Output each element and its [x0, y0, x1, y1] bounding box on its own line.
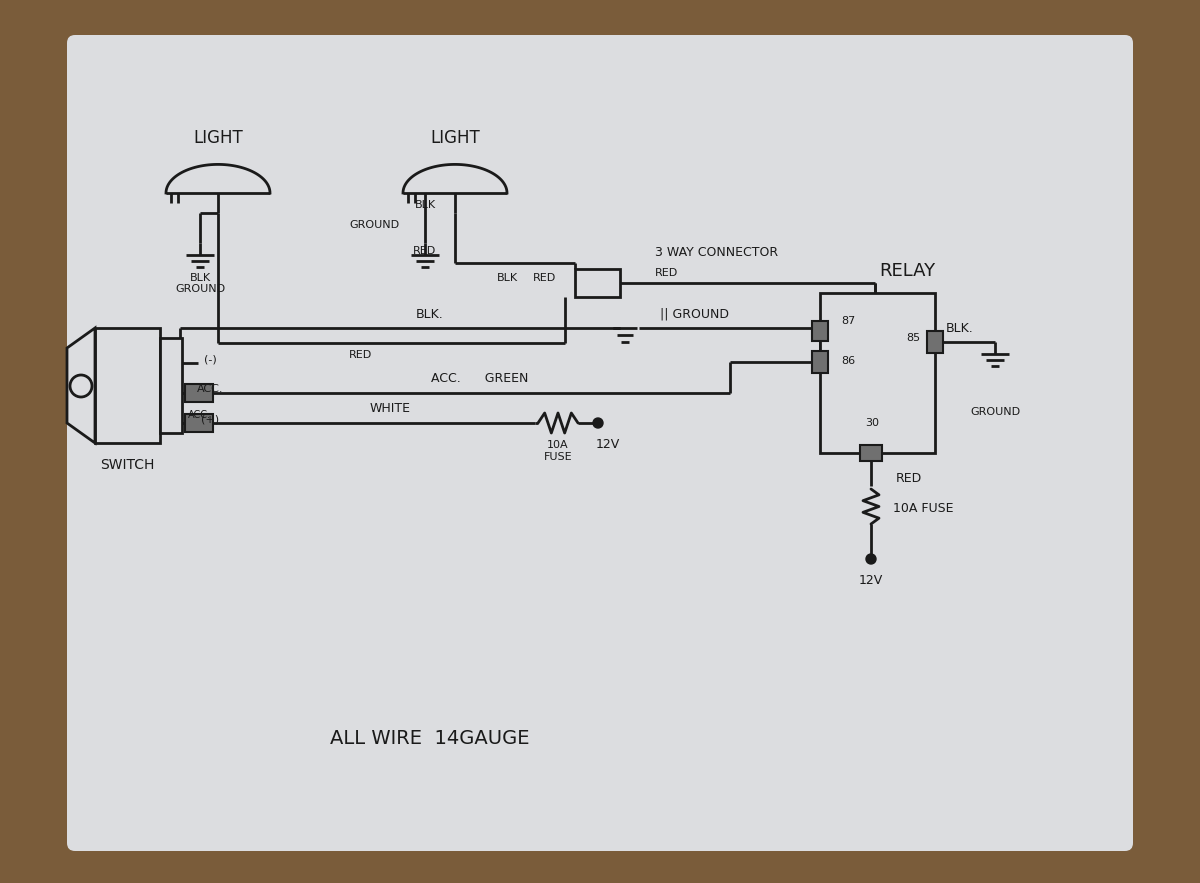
Text: WHITE: WHITE	[370, 403, 410, 416]
FancyBboxPatch shape	[67, 35, 1133, 851]
Text: RED: RED	[413, 246, 437, 256]
Text: ALL WIRE  14GAUGE: ALL WIRE 14GAUGE	[330, 728, 529, 748]
Text: BLK.: BLK.	[946, 321, 974, 335]
Text: RED: RED	[533, 273, 557, 283]
Text: RED: RED	[348, 350, 372, 360]
Text: BLK: BLK	[497, 273, 517, 283]
Circle shape	[593, 418, 604, 428]
Text: 12V: 12V	[859, 575, 883, 587]
Text: 3 WAY CONNECTOR: 3 WAY CONNECTOR	[655, 246, 778, 260]
Polygon shape	[67, 328, 95, 443]
Bar	[928, 331, 943, 353]
Bar	[575, 269, 620, 297]
Text: GROUND: GROUND	[970, 407, 1020, 417]
Text: ACC.: ACC.	[187, 410, 210, 420]
Bar	[860, 445, 882, 461]
Text: RED: RED	[655, 268, 678, 278]
Text: || GROUND: || GROUND	[660, 307, 730, 321]
Text: BLK: BLK	[190, 273, 210, 283]
Circle shape	[866, 554, 876, 564]
Text: BLK: BLK	[414, 200, 436, 210]
Text: 30: 30	[865, 418, 878, 428]
Text: BLK.: BLK.	[416, 307, 444, 321]
Text: 12V: 12V	[596, 439, 620, 451]
Text: RED: RED	[896, 472, 923, 486]
Text: RELAY: RELAY	[880, 262, 936, 280]
Text: SWITCH: SWITCH	[100, 458, 154, 472]
Bar	[812, 321, 828, 341]
Bar	[185, 414, 214, 432]
Text: 85: 85	[906, 333, 920, 343]
Text: LIGHT: LIGHT	[430, 129, 480, 147]
Bar	[185, 384, 214, 402]
Bar	[812, 351, 828, 373]
Bar	[160, 338, 182, 433]
Text: GROUND: GROUND	[175, 284, 226, 294]
Text: 87: 87	[841, 316, 856, 326]
Text: (-): (-)	[204, 354, 216, 364]
Text: FUSE: FUSE	[544, 452, 572, 462]
Text: LIGHT: LIGHT	[193, 129, 242, 147]
Text: 10A FUSE: 10A FUSE	[893, 502, 954, 516]
Text: 86: 86	[841, 356, 856, 366]
Text: ACC.: ACC.	[197, 384, 223, 394]
Text: ACC.      GREEN: ACC. GREEN	[431, 373, 529, 386]
Text: (+): (+)	[200, 414, 220, 424]
Bar	[820, 293, 935, 453]
Text: GROUND: GROUND	[350, 220, 400, 230]
Bar	[95, 328, 160, 443]
Text: 10A: 10A	[547, 440, 569, 450]
